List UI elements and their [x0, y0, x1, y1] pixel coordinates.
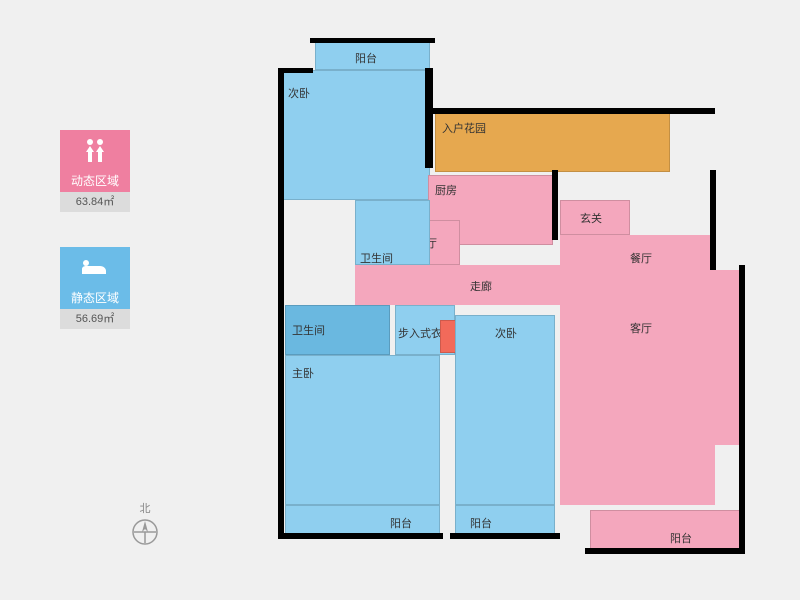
legend-static: 静态区域 56.69㎡ [60, 247, 140, 329]
room-balcony-bl [285, 505, 440, 535]
compass-label: 北 [140, 503, 151, 515]
wall-5 [710, 170, 716, 270]
wall-6 [665, 108, 715, 114]
room-balcony-bm [455, 505, 555, 535]
legend-static-icon [60, 247, 130, 287]
room-living [560, 295, 715, 505]
legend-static-label: 静态区域 [60, 287, 130, 309]
wall-2 [450, 533, 560, 539]
room-garden [435, 112, 670, 172]
wall-1 [278, 533, 443, 539]
wall-4 [739, 265, 745, 550]
wall-9 [278, 68, 313, 73]
legend-dynamic-value: 63.84㎡ [60, 192, 130, 212]
legend-dynamic: 动态区域 63.84㎡ [60, 130, 140, 212]
legend-dynamic-icon [60, 130, 130, 170]
wall-7 [428, 108, 668, 114]
wall-8 [310, 38, 435, 43]
compass: 北 [125, 500, 165, 546]
room-bath-bottom [285, 305, 390, 355]
room-balcony-top [315, 40, 430, 70]
room-balcony-br [590, 510, 740, 550]
room-master-bed [285, 355, 440, 505]
legend-static-value: 56.69㎡ [60, 309, 130, 329]
room-second-bed-top [280, 70, 430, 200]
wall-11 [552, 170, 558, 240]
floorplan: 阳台次卧入户花园厨房玄关餐厅门厅卫生间走廊客厅卫生间主卧步入式衣柜次卧阳台阳台阳… [260, 40, 750, 570]
legend-dynamic-label: 动态区域 [60, 170, 130, 192]
room-entry [560, 200, 630, 235]
wall-3 [585, 548, 745, 554]
wall-0 [278, 68, 284, 538]
wall-10 [425, 68, 433, 168]
room-bath-top [355, 200, 430, 265]
room-second-bed-bot [455, 315, 555, 505]
legend-panel: 动态区域 63.84㎡ 静态区域 56.69㎡ [60, 130, 140, 364]
compass-icon [131, 518, 159, 546]
